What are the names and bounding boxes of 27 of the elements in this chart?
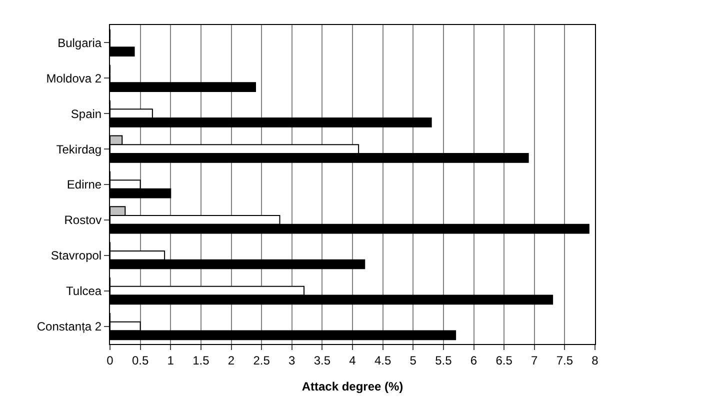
- x-tick-label: 5: [410, 353, 417, 368]
- x-tick-label: 1: [167, 353, 174, 368]
- y-tick-label: Moldova 2: [46, 71, 102, 86]
- x-tick-label: 1.5: [192, 353, 210, 368]
- y-tick-label: Bulgaria: [58, 36, 102, 50]
- x-tick-label: 2.5: [253, 353, 270, 368]
- x-tick-label: 4: [349, 353, 356, 368]
- y-tick-label: Spain: [70, 106, 102, 121]
- y-tick-label: Tulcea: [66, 284, 102, 298]
- x-tick-label: 7: [531, 353, 538, 368]
- x-tick-label: 3: [288, 353, 296, 368]
- y-tick-label: Edirne: [66, 178, 102, 192]
- y-tick-label: Tekirdag: [56, 142, 102, 156]
- x-tick-label: 0.5: [132, 353, 149, 368]
- y-tick-label: Stavropol: [50, 248, 102, 263]
- y-tick-label: Rostov: [64, 213, 102, 228]
- x-tick-label: 8: [592, 353, 599, 368]
- x-tick-label: 6: [470, 353, 478, 368]
- x-tick-label: 3.5: [314, 353, 331, 368]
- y-tick-label: Constanța 2: [36, 319, 102, 334]
- x-tick-label: 2: [228, 353, 235, 368]
- x-tick-label: 7.5: [556, 353, 574, 368]
- x-tick-label: 6.5: [496, 353, 513, 368]
- x-tick-label: 5.5: [435, 353, 452, 368]
- x-tick-label: 4.5: [374, 353, 392, 368]
- x-axis-title: Attack degree (%): [302, 379, 404, 394]
- x-tick-label: 0: [106, 353, 114, 368]
